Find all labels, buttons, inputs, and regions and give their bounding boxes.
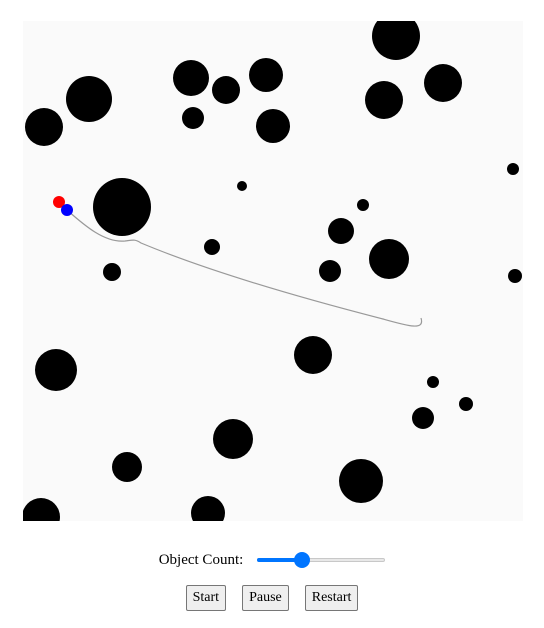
obstacle — [249, 58, 283, 92]
agent-path — [66, 209, 423, 327]
slider-fill — [257, 558, 303, 562]
obstacle — [191, 496, 225, 521]
obstacle — [294, 336, 332, 374]
button-row: Start Pause Restart — [0, 585, 544, 611]
obstacle — [508, 269, 522, 283]
obstacle — [237, 181, 247, 191]
start-button[interactable]: Start — [185, 585, 227, 611]
obstacle — [339, 459, 383, 503]
obstacle — [35, 349, 77, 391]
obstacle — [204, 239, 220, 255]
simulation-svg — [23, 21, 522, 521]
obstacle — [256, 109, 290, 143]
obstacle — [93, 178, 151, 236]
object-count-label: Object Count: — [158, 551, 244, 568]
target-dot — [53, 196, 65, 208]
agent-dot — [61, 204, 73, 216]
restart-button[interactable]: Restart — [304, 585, 359, 611]
obstacle — [25, 108, 63, 146]
object-count-row: Object Count: — [0, 548, 544, 572]
obstacles-group — [23, 21, 522, 521]
obstacle — [459, 397, 473, 411]
obstacle — [357, 199, 369, 211]
object-count-slider[interactable] — [257, 552, 386, 568]
obstacle — [328, 218, 354, 244]
pause-button[interactable]: Pause — [242, 585, 289, 611]
obstacle — [427, 376, 439, 388]
slider-thumb[interactable] — [294, 552, 311, 568]
obstacle — [173, 60, 209, 96]
obstacle — [369, 239, 409, 279]
obstacle — [212, 76, 240, 104]
obstacle — [213, 419, 253, 459]
obstacle — [424, 64, 462, 102]
obstacle — [66, 76, 112, 122]
simulation-canvas — [23, 21, 523, 521]
obstacle — [23, 498, 60, 521]
obstacle — [182, 107, 204, 129]
obstacle — [112, 452, 142, 482]
obstacle — [412, 407, 434, 429]
obstacle — [103, 263, 121, 281]
obstacle — [365, 81, 403, 119]
obstacle — [507, 163, 519, 175]
obstacle — [319, 260, 341, 282]
obstacle — [372, 21, 420, 60]
